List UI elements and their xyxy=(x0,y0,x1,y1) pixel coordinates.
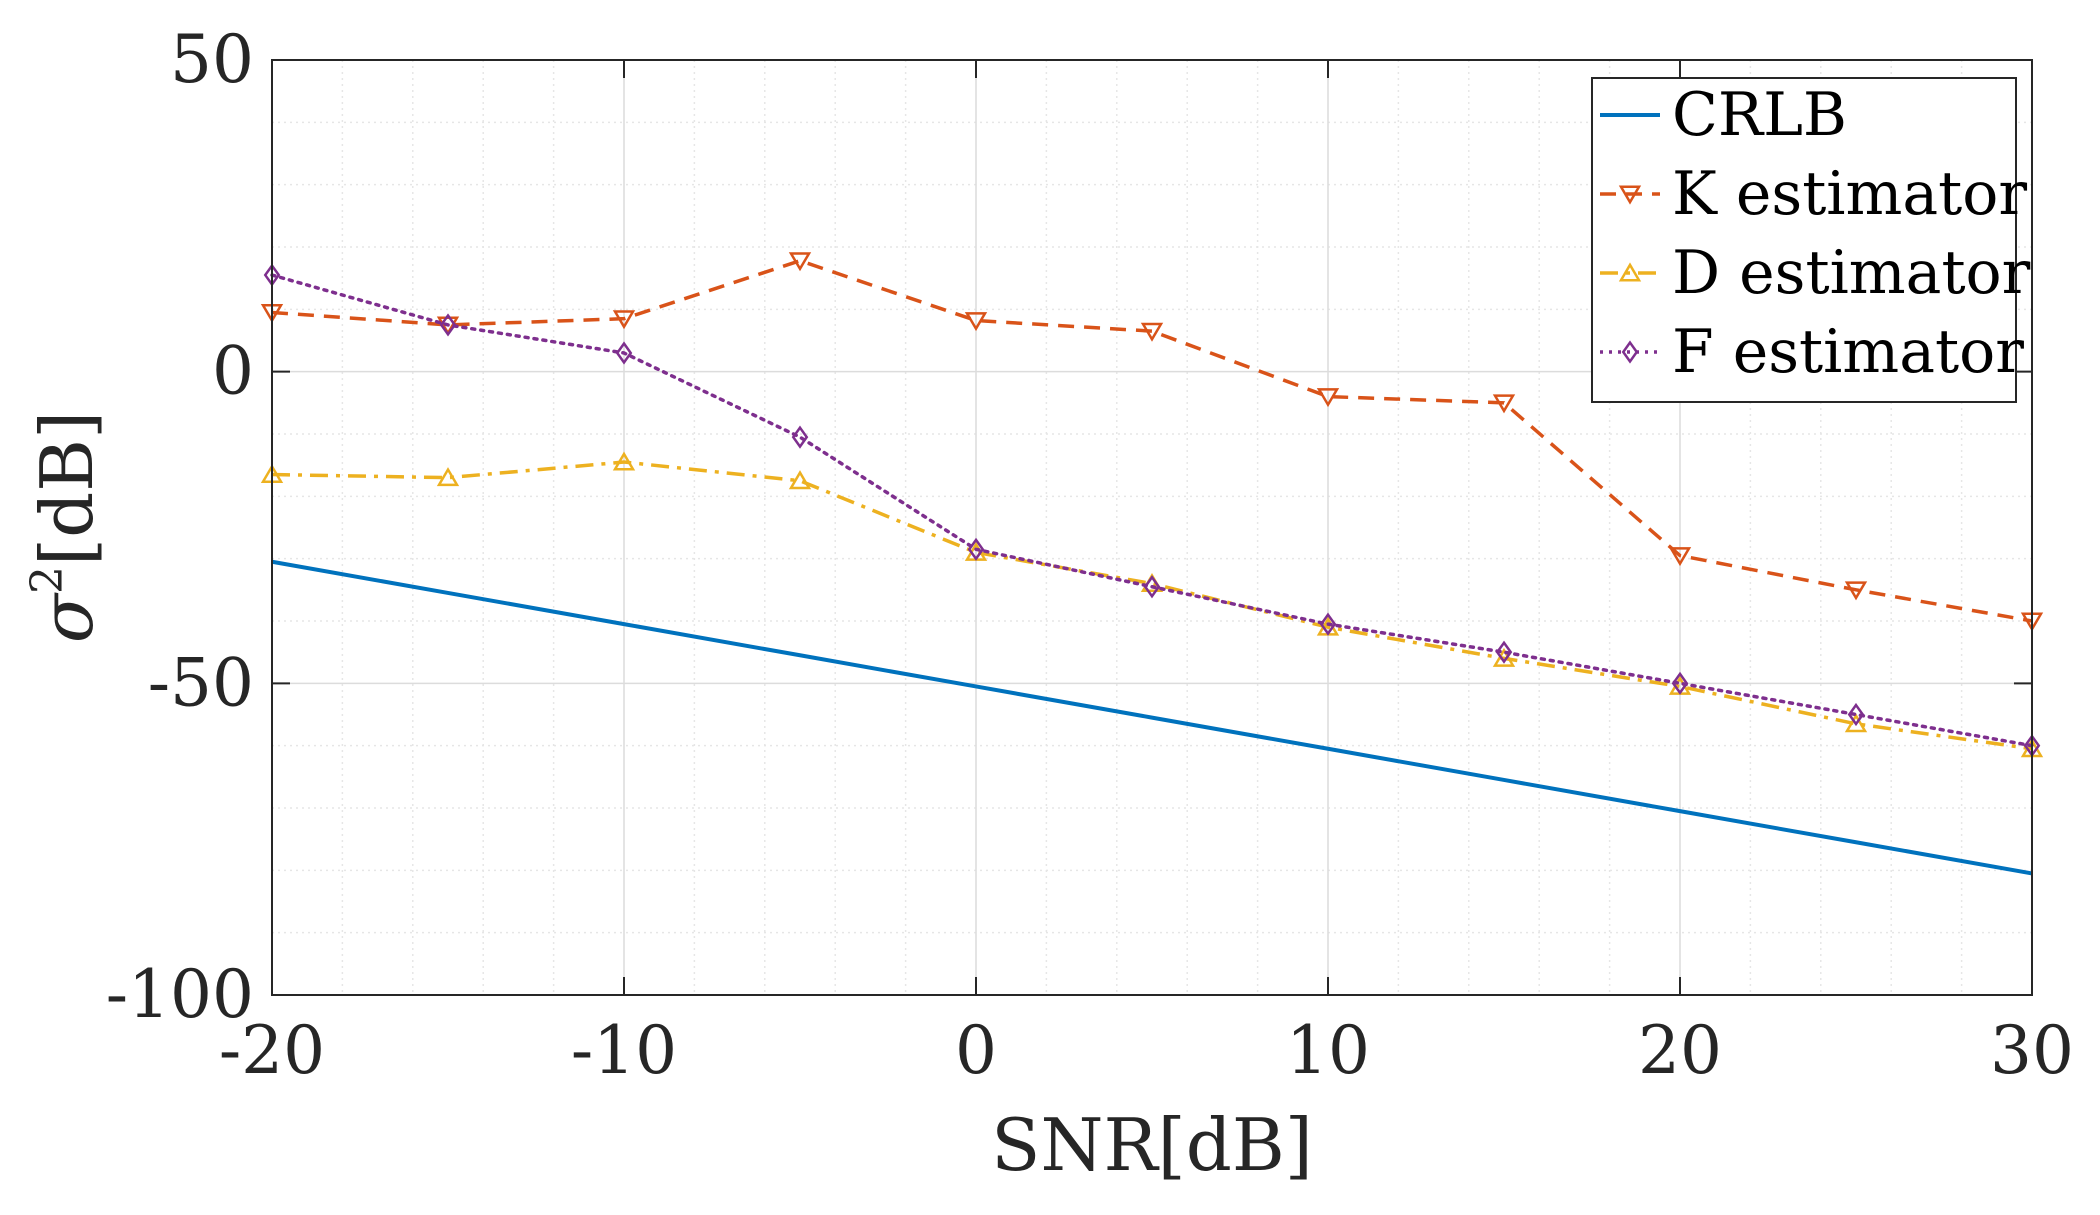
data-point-d-estimator xyxy=(1844,713,1868,733)
plot-frame xyxy=(271,59,2033,996)
series-f-estimator xyxy=(263,263,2041,758)
x-tick-label: -10 xyxy=(571,1012,677,1089)
legend-label-d-estimator: D estimator xyxy=(1672,238,2031,308)
y-tick-labels: -100 -50 0 50 xyxy=(106,21,254,1033)
data-point-k-estimator xyxy=(1844,581,1868,601)
data-point-f-estimator xyxy=(1143,575,1161,599)
y-tick-label: 50 xyxy=(170,21,254,98)
data-point-f-estimator xyxy=(1319,612,1337,636)
series-line-k-estimator xyxy=(271,258,2033,623)
data-point-k-estimator xyxy=(1140,322,1164,342)
data-point-d-estimator xyxy=(1492,647,1516,667)
legend-label-f-estimator: F estimator xyxy=(1672,317,2024,387)
data-point-k-estimator xyxy=(1668,547,1692,567)
series-line-d-estimator xyxy=(271,460,2033,751)
x-tick-labels: -20 -10 0 10 20 30 xyxy=(219,1012,2074,1089)
tick-marks xyxy=(271,59,2033,996)
data-point-k-estimator xyxy=(1492,394,1516,414)
data-point-f-estimator xyxy=(1671,671,1689,695)
x-tick-label: 30 xyxy=(1990,1012,2074,1089)
x-tick-label: 0 xyxy=(955,1012,997,1089)
data-point-d-estimator xyxy=(436,467,460,487)
y-axis-title-unit: [dB] xyxy=(25,411,109,566)
series-crlb xyxy=(271,559,2033,876)
legend-label-k-estimator: K estimator xyxy=(1672,159,2027,229)
legend-label-crlb: CRLB xyxy=(1672,80,1847,150)
data-point-f-estimator xyxy=(1847,702,1865,727)
y-tick-label: -50 xyxy=(148,644,254,721)
y-tick-label: 0 xyxy=(212,333,254,410)
data-point-k-estimator xyxy=(1316,388,1340,408)
y-tick-label: -100 xyxy=(106,956,254,1033)
series-line-f-estimator xyxy=(270,273,2034,748)
y-axis-title: σ2[dB] xyxy=(22,411,109,643)
data-point-k-estimator xyxy=(612,310,636,330)
y-axis-title-symbol: σ xyxy=(25,592,109,643)
legend-marker-k-estimator xyxy=(1618,185,1642,205)
y-axis-title-superscript: 2 xyxy=(22,566,73,594)
legend-marker-d-estimator xyxy=(1618,262,1642,282)
series-layer xyxy=(260,252,2044,876)
series-line-crlb xyxy=(271,559,2033,876)
data-point-k-estimator xyxy=(964,312,988,332)
x-tick-label: 20 xyxy=(1638,1012,1722,1089)
data-point-f-estimator xyxy=(967,537,985,561)
x-axis-title: SNR[dB] xyxy=(991,1103,1313,1187)
legend-box xyxy=(1591,77,2017,403)
data-point-f-estimator xyxy=(791,425,809,449)
x-tick-label: 10 xyxy=(1286,1012,1370,1089)
data-point-d-estimator xyxy=(788,470,812,490)
legend: CRLB K estimator D estimator F estimator xyxy=(1591,77,2031,403)
x-tick-label: -20 xyxy=(219,1012,325,1089)
data-point-f-estimator xyxy=(615,341,633,365)
data-point-f-estimator xyxy=(1495,640,1513,664)
legend-marker-f-estimator xyxy=(1621,340,1639,364)
data-point-f-estimator xyxy=(439,313,457,337)
data-point-k-estimator xyxy=(788,252,812,272)
data-point-d-estimator xyxy=(612,451,636,471)
